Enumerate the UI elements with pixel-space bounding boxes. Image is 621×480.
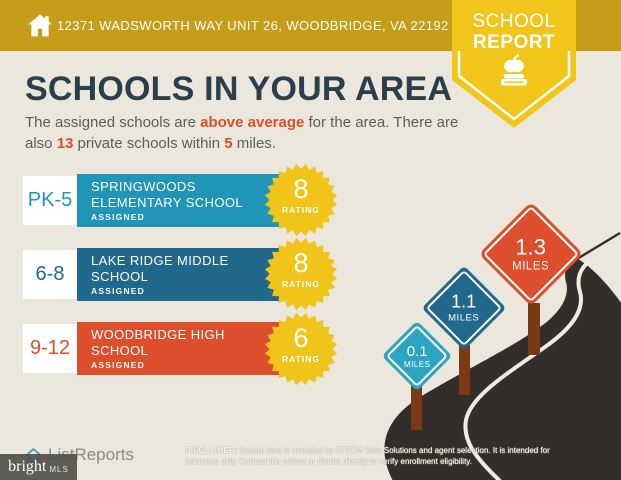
summary-part: private schools within (73, 135, 225, 152)
distance-unit: MILES (512, 260, 550, 273)
assigned-label: ASSIGNED (91, 286, 145, 296)
summary-highlight-private-count: 13 (56, 135, 74, 152)
rating-value: 8 (293, 174, 309, 204)
red-accent-mark (43, 456, 48, 460)
badge-line1: SCHOOL (472, 11, 556, 32)
rating-badge-high: 6 RATING (261, 309, 341, 389)
sign-post (459, 345, 470, 395)
disclaimer-text: DISCLAIMER: School data is provided by A… (185, 446, 573, 467)
grade-range: 6-8 (23, 250, 77, 299)
badge-line2: REPORT (472, 32, 556, 53)
school-name: SPRINGWOODS ELEMENTARY SCHOOL (91, 179, 244, 210)
sign-post (411, 382, 422, 430)
distance-value: 1.1 (451, 291, 477, 312)
distance-value: 0.1 (406, 342, 428, 360)
apple-on-book-icon (501, 54, 527, 86)
distance-unit: MILES (403, 359, 431, 369)
property-address: 12371 WADSWORTH WAY UNIT 26, WOODBRIDGE,… (57, 18, 449, 33)
page-title: SCHOOLS IN YOUR AREA (25, 70, 453, 108)
school-report-badge: SCHOOL REPORT (452, 0, 576, 130)
summary-part: miles. (232, 135, 276, 152)
summary-highlight-above-average: above average (200, 114, 305, 131)
rating-label: RATING (282, 205, 320, 215)
school-name: WOODBRIDGE HIGH SCHOOL (91, 327, 225, 358)
brightmls-watermark: bright MLS (0, 454, 77, 480)
school-row-elementary: PK-5 SPRINGWOODS ELEMENTARY SCHOOL ASSIG… (23, 174, 353, 227)
watermark-name: bright (8, 456, 48, 475)
grade-range: 9-12 (23, 324, 77, 373)
assigned-label: ASSIGNED (91, 212, 145, 222)
road-shape (384, 258, 621, 480)
grade-range: PK-5 (23, 176, 77, 225)
rating-value: 8 (293, 248, 309, 278)
rating-badge-elementary: 8 RATING (261, 160, 341, 240)
rating-value: 6 (293, 323, 309, 353)
distance-unit: MILES (448, 312, 480, 324)
summary-part: The assigned schools are (25, 114, 201, 131)
disclaimer-label: DISCLAIMER: (185, 446, 238, 455)
watermark-suffix: MLS (49, 464, 69, 474)
summary-highlight-miles: 5 (224, 135, 233, 152)
summary-part: for the area. There are also (25, 114, 459, 152)
rating-label: RATING (282, 354, 320, 364)
school-row-high: 9-12 WOODBRIDGE HIGH SCHOOL ASSIGNED (23, 322, 353, 375)
assigned-label: ASSIGNED (91, 360, 145, 370)
distance-value: 1.3 (515, 234, 547, 260)
home-icon (28, 14, 52, 37)
disclaimer-body: School data is provided by ATTOM Data So… (185, 446, 550, 466)
rating-badge-middle: 8 RATING (261, 234, 341, 314)
school-name: LAKE RIDGE MIDDLE SCHOOL (91, 253, 229, 284)
sign-post (528, 303, 540, 355)
rating-label: RATING (282, 279, 320, 289)
summary-text: The assigned schools are above average f… (25, 112, 470, 154)
